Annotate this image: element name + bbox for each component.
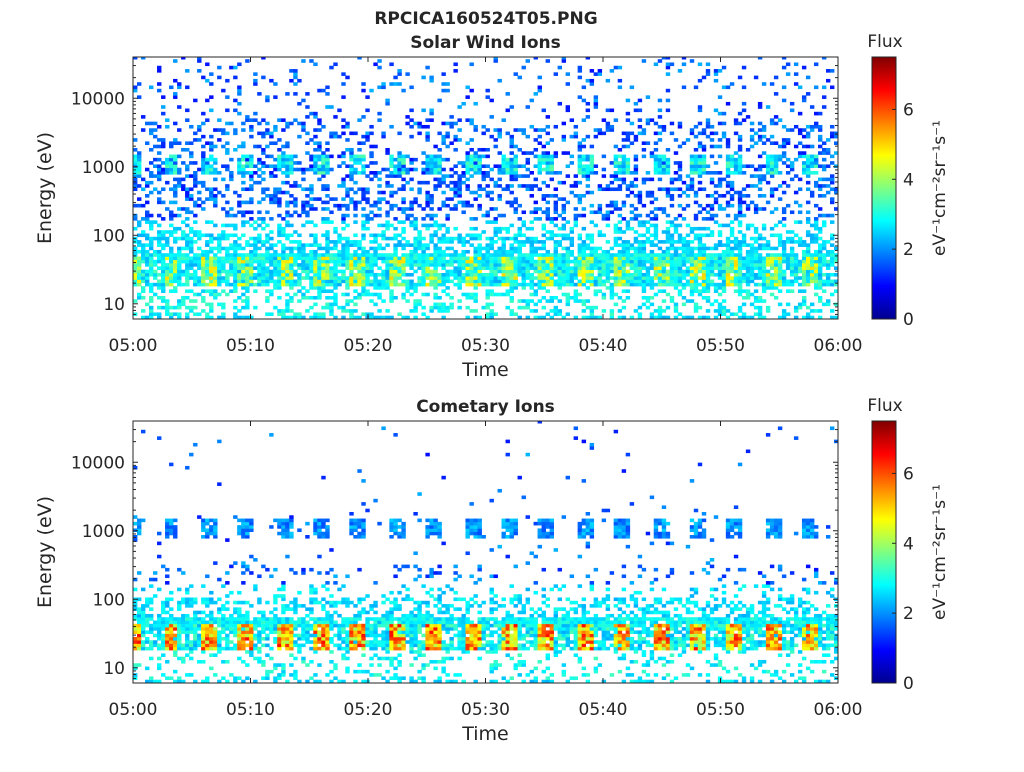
colorbar-tick-label: 6: [903, 464, 914, 484]
colorbar-unit-label: eV⁻¹cm⁻²sr⁻¹s⁻¹: [930, 484, 950, 620]
x-axis-label: Time: [461, 723, 509, 745]
colorbar-tick-label: 4: [903, 170, 914, 190]
cometary-ions-panel: Cometary Ions 10 100 1000 10000 05:00 05:10 05:…: [34, 396, 950, 745]
y-axis-label: Energy (eV): [34, 132, 56, 244]
x-tick-label: 05:20: [344, 700, 393, 720]
heatmap-cells: [133, 56, 838, 319]
x-tick-label: 05:40: [579, 700, 628, 720]
x-tick-label: 05:20: [344, 336, 393, 356]
colorbar: [872, 57, 896, 319]
x-axis-label: Time: [461, 359, 509, 381]
figure-title: RPCICA160524T05.PNG: [374, 9, 597, 29]
y-tick-label: 10: [103, 295, 125, 315]
y-tick-label: 100: [93, 226, 125, 246]
solar-wind-panel: Solar Wind Ions 10 100 1000 10000 05:00 05:10 0…: [34, 32, 950, 381]
panel-title: Solar Wind Ions: [410, 33, 561, 53]
colorbar-title: Flux: [867, 396, 902, 416]
colorbar-tick-label: 2: [903, 240, 914, 260]
y-axis-label: Energy (eV): [34, 496, 56, 608]
heatmap-cells: [133, 420, 838, 683]
x-tick-label: 05:10: [226, 700, 275, 720]
x-tick-label: 06:00: [814, 336, 863, 356]
colorbar-tick-label: 0: [903, 310, 914, 330]
colorbar-tick-label: 2: [903, 604, 914, 624]
x-tick-label: 05:30: [461, 336, 510, 356]
y-tick-label: 100: [93, 590, 125, 610]
colorbar: [872, 421, 896, 683]
colorbar-unit-label: eV⁻¹cm⁻²sr⁻¹s⁻¹: [930, 120, 950, 256]
y-tick-label: 1000: [82, 522, 125, 542]
y-tick-label: 10: [103, 659, 125, 679]
x-tick-label: 05:00: [109, 700, 158, 720]
x-tick-label: 05:50: [696, 336, 745, 356]
y-tick-label: 10000: [71, 89, 125, 109]
x-tick-label: 06:00: [814, 700, 863, 720]
colorbar-tick-label: 0: [903, 674, 914, 694]
x-tick-label: 05:50: [696, 700, 745, 720]
panel-title: Cometary Ions: [416, 397, 555, 417]
x-tick-label: 05:10: [226, 336, 275, 356]
colorbar-tick-label: 4: [903, 534, 914, 554]
x-tick-label: 05:30: [461, 700, 510, 720]
x-tick-label: 05:00: [109, 336, 158, 356]
y-tick-label: 10000: [71, 453, 125, 473]
colorbar-title: Flux: [867, 32, 902, 52]
colorbar-tick-label: 6: [903, 100, 914, 120]
y-tick-label: 1000: [82, 158, 125, 178]
x-tick-label: 05:40: [579, 336, 628, 356]
